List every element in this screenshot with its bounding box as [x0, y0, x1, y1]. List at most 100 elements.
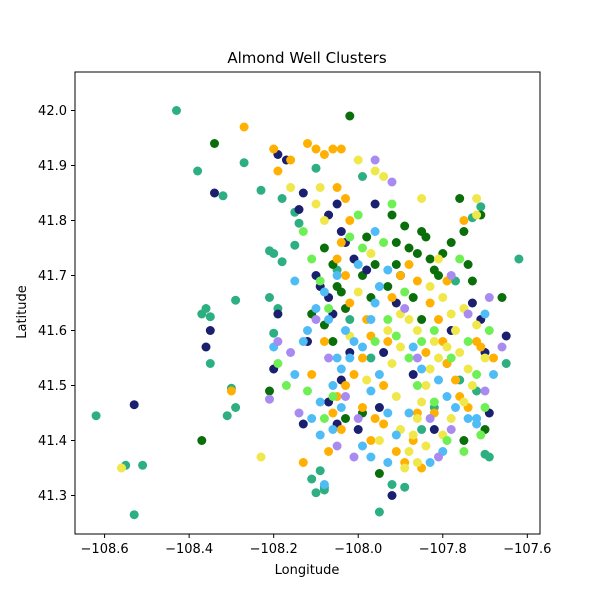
y-axis-label: Latitude: [15, 285, 30, 339]
data-point-lavender: [324, 353, 334, 363]
data-point-orange: [383, 337, 393, 346]
data-point-light_blue: [303, 326, 312, 335]
data-point-orange: [332, 254, 342, 264]
data-point-yellow: [421, 441, 431, 451]
data-point-orange: [370, 414, 380, 423]
data-point-yellow: [417, 194, 427, 203]
data-point-teal: [265, 293, 274, 302]
data-point-lavender: [497, 342, 507, 352]
data-point-lime: [379, 238, 389, 247]
data-point-orange: [396, 271, 405, 280]
data-point-lime: [484, 326, 494, 335]
data-point-lavender: [265, 394, 274, 404]
data-point-yellow: [480, 353, 490, 363]
data-point-yellow: [383, 326, 393, 335]
x-tick-label: −108.6: [81, 542, 129, 557]
data-point-navy: [210, 188, 219, 198]
chart-title: Almond Well Clusters: [227, 49, 387, 67]
data-point-yellow: [412, 414, 422, 423]
data-point-orange: [379, 419, 389, 429]
data-point-orange: [341, 194, 350, 203]
data-point-teal: [138, 460, 148, 470]
data-point-lavender: [273, 337, 283, 346]
data-point-light_blue: [451, 403, 460, 412]
data-point-orange: [358, 353, 367, 363]
data-point-teal: [197, 309, 207, 319]
data-point-dark_green: [467, 276, 477, 286]
data-point-yellow: [438, 293, 448, 302]
data-point-lavender: [311, 315, 321, 324]
data-point-light_blue: [336, 403, 346, 412]
data-point-light_blue: [370, 298, 380, 308]
data-point-teal: [345, 315, 355, 324]
data-point-yellow: [256, 452, 266, 462]
data-point-light_blue: [332, 271, 342, 280]
data-point-orange: [349, 370, 359, 379]
data-point-navy: [273, 309, 283, 319]
data-point-orange: [336, 425, 346, 434]
data-point-light_blue: [315, 397, 325, 407]
data-point-yellow: [362, 375, 372, 385]
data-point-teal: [256, 185, 266, 195]
data-point-light_blue: [324, 315, 334, 324]
data-point-lavender: [286, 348, 296, 357]
data-point-teal: [290, 240, 300, 250]
data-point-orange: [273, 166, 283, 176]
data-point-dark_green: [497, 293, 507, 302]
x-tick-label: −108.2: [250, 542, 298, 557]
data-point-orange: [366, 436, 376, 445]
data-point-yellow: [425, 364, 435, 374]
y-tick-label: 42.0: [38, 104, 67, 119]
data-point-navy: [374, 403, 384, 412]
data-point-yellow: [366, 249, 376, 258]
data-point-light_blue: [383, 265, 393, 275]
data-point-teal: [239, 158, 249, 168]
data-point-orange: [341, 271, 350, 280]
data-point-light_blue: [383, 408, 393, 418]
data-point-teal: [193, 166, 203, 176]
data-point-navy: [298, 419, 308, 429]
data-point-dark_green: [370, 260, 380, 269]
data-point-orange: [319, 337, 329, 346]
data-point-yellow: [421, 381, 431, 390]
data-point-yellow: [425, 282, 435, 291]
data-point-light_blue: [366, 452, 376, 462]
data-point-yellow: [472, 194, 482, 203]
data-point-orange: [328, 408, 338, 418]
data-point-yellow: [446, 309, 456, 319]
data-point-light_blue: [290, 370, 300, 379]
data-point-yellow: [412, 458, 422, 467]
data-point-yellow: [434, 254, 443, 264]
data-point-lime: [383, 315, 393, 324]
data-point-teal: [476, 202, 486, 212]
data-point-dark_green: [400, 221, 410, 231]
data-point-light_blue: [425, 458, 435, 467]
data-point-navy: [294, 205, 304, 214]
data-point-yellow: [446, 414, 456, 423]
y-tick-label: 41.4: [38, 434, 67, 449]
data-point-orange: [341, 381, 350, 390]
data-point-navy: [467, 298, 477, 308]
data-point-dark_green: [391, 238, 401, 247]
data-point-navy: [129, 400, 139, 410]
data-point-yellow: [353, 155, 363, 165]
data-point-lavender: [370, 155, 380, 165]
data-point-dark_green: [455, 194, 465, 203]
data-point-lime: [476, 430, 486, 440]
data-point-light_blue: [472, 414, 482, 423]
data-point-teal: [205, 359, 215, 368]
data-point-yellow: [408, 430, 418, 440]
y-tick-label: 41.6: [38, 324, 67, 339]
data-point-orange: [345, 298, 355, 308]
data-point-yellow: [455, 348, 465, 357]
data-point-teal: [514, 254, 524, 264]
data-point-lime: [303, 386, 312, 396]
data-point-teal: [484, 452, 494, 462]
data-point-yellow: [404, 447, 414, 456]
data-point-lime: [442, 436, 452, 445]
data-point-dark_green: [417, 315, 427, 324]
x-tick-label: −108.0: [334, 542, 382, 557]
data-point-yellow: [400, 463, 410, 473]
data-point-teal: [315, 466, 325, 476]
